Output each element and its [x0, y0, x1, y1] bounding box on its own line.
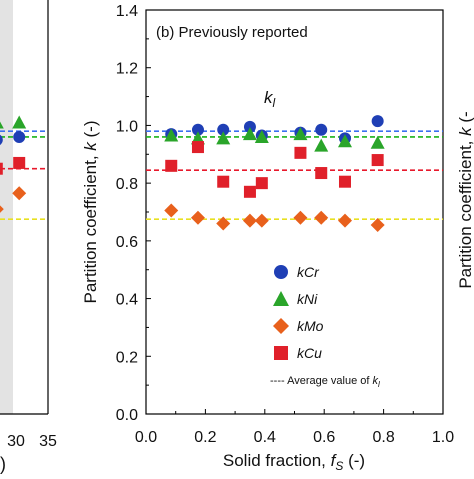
legend-average-sym: k — [373, 375, 379, 387]
point-kmo — [337, 213, 352, 228]
y-tick-label: 0.8 — [116, 176, 138, 193]
point-kni — [254, 129, 269, 143]
right-ylabel-unit: (- — [456, 111, 474, 127]
point-kmo — [293, 210, 308, 225]
y-tick-label: 0.6 — [116, 234, 138, 251]
point-kmo — [190, 210, 205, 225]
x-tick-label: 1.0 — [432, 429, 454, 446]
x-tick-label: 0.0 — [135, 429, 157, 446]
panel-b-x-axis-label: Solid fraction, fS (-) — [223, 451, 365, 473]
left-x-tick-label: 30 — [7, 433, 25, 450]
xlabel-sym: f — [331, 451, 338, 470]
legend-label-cr: kCr — [297, 264, 320, 280]
left-partial-panel: 30 35 ) — [0, 0, 57, 474]
legend-marker-cu — [274, 346, 288, 360]
point-kni — [314, 138, 329, 152]
point-kni — [370, 135, 385, 149]
left-point-kcu — [13, 156, 26, 169]
y-tick-label: 0.2 — [116, 349, 138, 366]
legend-average-sub: l — [378, 380, 380, 389]
point-kmo — [254, 213, 269, 228]
right-ylabel-text: Partition coefficient, — [456, 136, 474, 289]
point-kcu — [371, 154, 384, 167]
point-kcr — [315, 123, 328, 136]
left-point-kni — [0, 121, 4, 129]
right-partial-panel: Partition coefficient, k (- — [456, 111, 474, 288]
point-kmo — [164, 203, 179, 218]
y-tick-label: 0.0 — [116, 407, 138, 424]
panel-b-y-ticks: 0.0 0.2 0.4 0.6 0.8 1.0 1.2 1.4 — [116, 3, 151, 424]
point-kni — [242, 127, 257, 141]
point-kcu — [338, 175, 351, 188]
panel-b-x-ticks: 0.0 0.2 0.4 0.6 0.8 1.0 — [135, 409, 454, 446]
left-point-kni — [12, 115, 27, 129]
xlabel-sub: S — [335, 459, 343, 473]
x-tick-label: 0.4 — [254, 429, 276, 446]
y-tick-label: 1.2 — [116, 61, 138, 78]
point-kni — [293, 127, 308, 141]
ylabel-unit: (-) — [81, 121, 100, 143]
point-kcu — [255, 177, 268, 190]
point-kni — [164, 128, 179, 142]
point-kcu — [294, 146, 307, 159]
legend-marker-cr — [274, 265, 288, 279]
point-kcr — [371, 115, 384, 128]
panel-b-legend: kCr kNi kMo kCu — [273, 264, 324, 361]
left-x-tick-label: 35 — [39, 433, 57, 450]
y-tick-label: 1.0 — [116, 118, 138, 135]
right-y-axis-label: Partition coefficient, k (- — [456, 111, 474, 288]
legend-average-label: ---- Average value of — [270, 375, 373, 387]
y-tick-label: 0.4 — [116, 292, 138, 309]
legend-label-mo: kMo — [297, 318, 324, 334]
legend-marker-ni — [273, 291, 289, 306]
point-kcr — [191, 123, 204, 136]
panel-b-title: (b) Previously reported — [156, 24, 308, 41]
point-kni — [337, 134, 352, 148]
legend-label-cu: kCu — [297, 345, 322, 361]
xlabel-text: Solid fraction, — [223, 451, 331, 470]
point-kcr — [243, 120, 256, 133]
panel-b-kl-annotation: kl — [264, 88, 276, 110]
left-point-kmo — [0, 205, 4, 213]
left-point-kcu — [0, 162, 3, 175]
ylabel-sym: k — [81, 141, 100, 151]
legend-marker-mo — [273, 318, 289, 334]
ylabel-text: Partition coefficient, — [81, 151, 100, 304]
panel-b: 0.0 0.2 0.4 0.6 0.8 1.0 0.0 0.2 0.4 0.6 0.8 1.0 1.2… — [81, 3, 454, 473]
point-kcu — [243, 185, 256, 198]
panel-b-reference-lines — [146, 130, 443, 221]
panel-b-frame — [145, 9, 444, 415]
kl-annotation-sub: l — [273, 96, 276, 110]
point-kmo — [216, 216, 231, 231]
point-kmo — [242, 213, 257, 228]
x-tick-label: 0.8 — [372, 429, 394, 446]
legend-average-entry: ---- Average value of kl — [270, 375, 380, 389]
y-tick-label: 1.4 — [116, 3, 138, 20]
point-kmo — [314, 210, 329, 225]
x-tick-label: 0.2 — [194, 429, 216, 446]
x-tick-label: 0.6 — [313, 429, 335, 446]
left-xlabel: ) — [0, 454, 6, 474]
point-kcu — [217, 175, 230, 188]
left-point-kmo — [12, 186, 27, 201]
panel-b-y-axis-label: Partition coefficient, k (-) — [81, 121, 100, 304]
point-kmo — [370, 217, 385, 232]
point-kcu — [191, 141, 204, 154]
panel-b-data-marks — [164, 115, 385, 232]
kl-annotation-sym: k — [264, 88, 274, 107]
left-data-marks — [0, 115, 27, 213]
left-point-kcr — [0, 134, 3, 145]
legend-label-ni: kNi — [297, 291, 318, 307]
point-kcr — [217, 123, 230, 136]
xlabel-unit: (-) — [343, 451, 365, 470]
left-x-ticks: 30 35 — [7, 433, 57, 450]
right-ylabel-sym: k — [456, 126, 474, 136]
left-shaded-region — [0, 0, 13, 414]
point-kni — [216, 131, 231, 145]
point-kcu — [165, 159, 178, 172]
point-kcu — [315, 167, 328, 180]
left-point-kcr — [13, 130, 26, 143]
